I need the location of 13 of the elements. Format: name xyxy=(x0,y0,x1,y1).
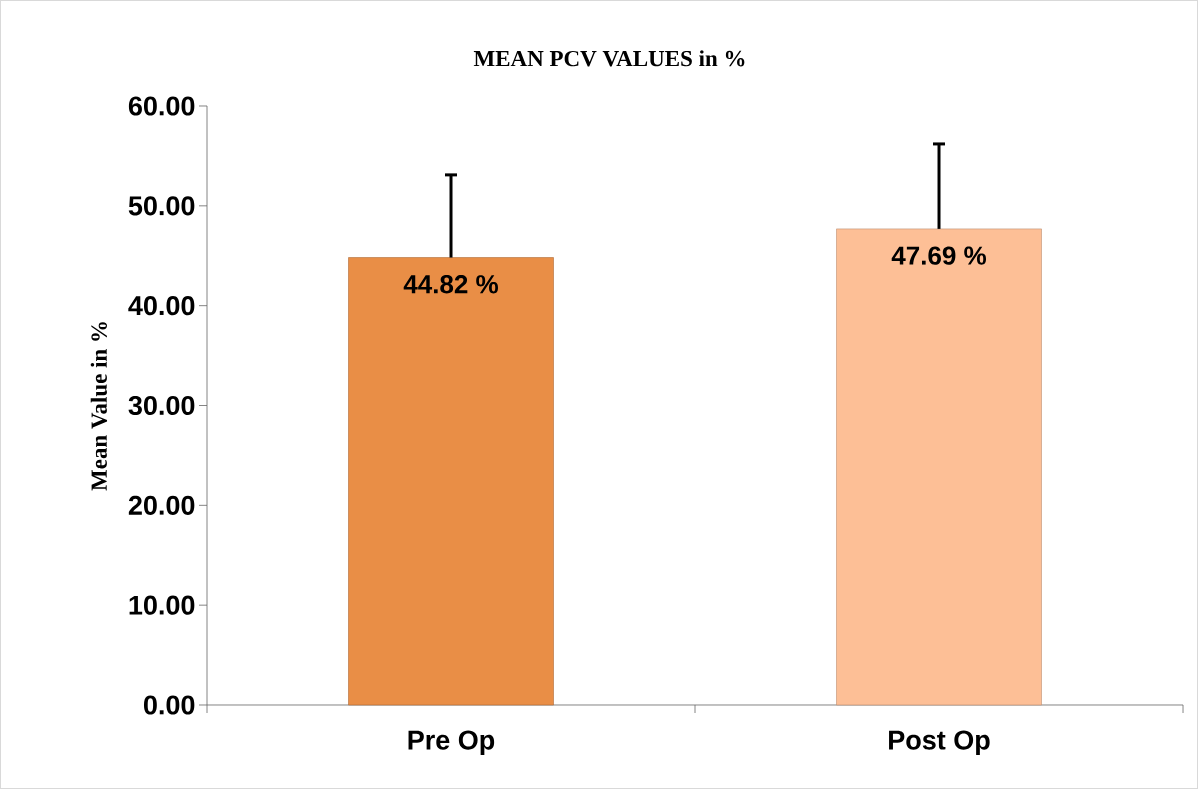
y-tick-label: 0.00 xyxy=(143,695,195,715)
y-tick-label: 40.00 xyxy=(128,296,195,316)
y-axis-title: Mean Value in % xyxy=(90,322,108,491)
x-tick-label: Post Op xyxy=(889,730,990,755)
chart-title: MEAN PCV VALUES in % xyxy=(473,50,745,67)
data-label: 44.82 % xyxy=(403,275,498,294)
x-tick-label: Pre Op xyxy=(408,730,495,755)
y-tick-label: 60.00 xyxy=(128,96,195,116)
y-tick-label: 30.00 xyxy=(128,395,195,416)
y-tick-label: 50.00 xyxy=(128,196,195,216)
y-tick-label: 10.00 xyxy=(129,595,195,615)
data-label: 47.69 % xyxy=(891,246,987,265)
y-tick-label: 20.00 xyxy=(128,495,195,515)
